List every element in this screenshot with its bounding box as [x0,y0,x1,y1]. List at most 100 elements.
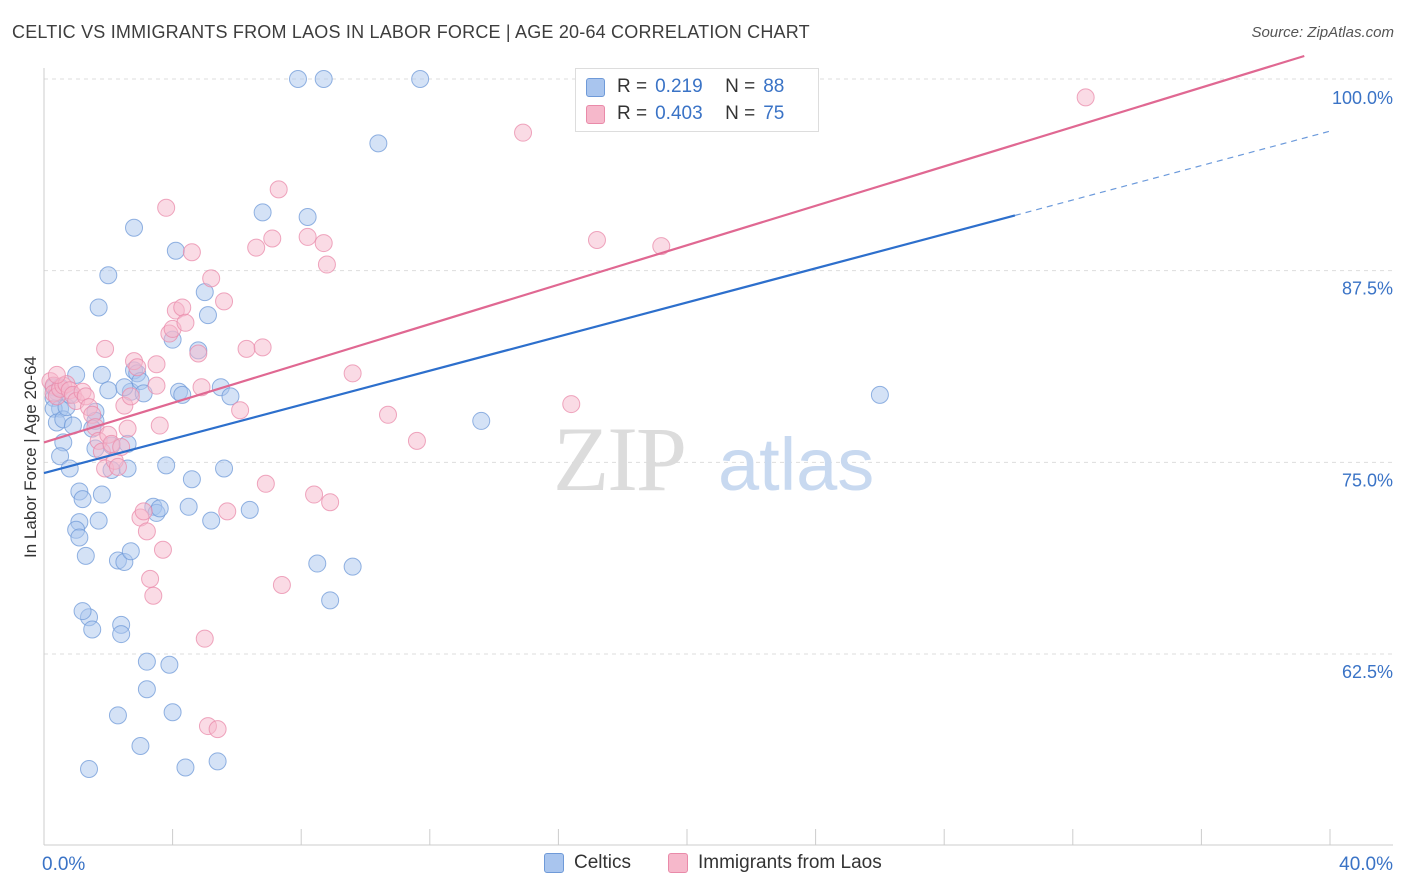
laos-point [144,586,163,605]
celtic-point [89,298,108,317]
celtic-point [83,620,102,639]
celtic-point [369,134,388,153]
laos-point [128,358,147,377]
legend-swatch-laos [586,104,605,124]
legend-n-label: N = [725,103,756,124]
y-tick-label: 62.5% [1342,662,1393,682]
laos-point [587,231,606,249]
celtic-point [137,680,156,699]
celtic-point [157,456,176,475]
celtic-point [112,625,131,644]
celtic-point [70,528,89,547]
celtic-point [80,760,99,778]
bottom-legend-celtic: Celtics [544,852,631,874]
y-tick-label: 75.0% [1342,470,1393,490]
celtic-point [73,602,92,621]
legend-n-value-celtic: 88 [763,76,785,97]
celtic-point [99,381,118,400]
laos-point [253,338,272,357]
laos-point [189,344,208,363]
celtic-point [92,365,111,384]
legend-swatch-celtic [586,77,605,97]
celtic-point [870,385,889,404]
celtic-point [298,208,317,226]
celtic-point [215,459,234,478]
laos-point [263,229,282,248]
laos-point [153,540,172,559]
laos-point [150,416,169,435]
legend: R = 0.219 N = 88 R = 0.403 N = 75 [575,68,819,132]
celtic-point [308,554,327,573]
celtic-point [131,737,150,755]
laos-point [247,238,266,257]
watermark-zip: ZIP [553,408,685,510]
laos-point [562,395,581,414]
celtic-point [253,203,272,222]
celtic-point [472,411,491,430]
celtic-point [121,542,140,561]
laos-point [1076,88,1095,107]
laos-point [215,292,234,311]
laos-point [192,378,211,397]
celtic-point [343,557,362,576]
laos-point [134,502,153,521]
laos-point [514,123,533,142]
celtic-point [125,218,144,237]
laos-point [231,401,250,420]
celtic-point [89,511,108,530]
celtic-point [288,70,307,88]
chart-title: CELTIC VS IMMIGRANTS FROM LAOS IN LABOR … [12,22,810,42]
source-label: Source: ZipAtlas.com [1251,24,1394,41]
legend-r-value-celtic: 0.219 [655,76,703,97]
laos-point [137,522,156,541]
series-laos [41,88,1095,739]
laos-point [407,431,426,450]
legend-r-value-laos: 0.403 [655,103,703,124]
laos-point [272,576,291,594]
celtic-point [76,546,95,565]
laos-point [343,364,362,383]
laos-point [305,485,324,504]
celtic-trendline [43,214,1016,475]
legend-r-label: R = [617,103,648,124]
laos-point [176,313,195,332]
celtic-point [321,591,340,610]
celtic-point [92,485,111,504]
x-tick-label-max: 40.0% [1339,854,1393,875]
celtic-point [73,490,92,509]
laos-point [47,365,66,384]
y-tick-labels: 62.5% 75.0% 87.5% 100.0% [1332,88,1393,682]
celtic-point [176,758,195,777]
laos-point [256,474,275,493]
laos-point [269,180,288,199]
y-tick-label: 87.5% [1342,279,1393,299]
celtic-point [166,241,185,260]
laos-point [652,237,671,256]
laos-point [121,387,140,406]
legend-row-laos: R = 0.403 N = 75 [586,102,784,126]
bottom-legend-label-celtic: Celtics [574,852,632,873]
celtic-point [202,511,221,530]
celtic-point [108,706,127,725]
celtic-point [314,70,333,88]
axes [43,68,1393,846]
laos-point [218,502,237,521]
legend-row-celtic: R = 0.219 N = 88 [586,75,784,99]
laos-point [202,269,221,288]
laos-point [321,493,340,512]
legend-n-value-laos: 75 [763,103,785,124]
bottom-legend-swatch-laos [668,853,688,873]
y-axis-label: In Labor Force | Age 20-64 [21,356,40,558]
celtic-point [137,652,156,671]
celtic-point [208,752,227,771]
laos-point [147,355,166,374]
celtic-point [240,500,259,519]
laos-point [118,419,137,438]
laos-trendline [43,54,1305,444]
laos-point [141,569,160,588]
celtic-point [182,470,201,489]
x-tick-label-min: 0.0% [42,854,85,875]
bottom-legend-laos: Immigrants from Laos [668,852,882,874]
laos-point [208,720,227,739]
